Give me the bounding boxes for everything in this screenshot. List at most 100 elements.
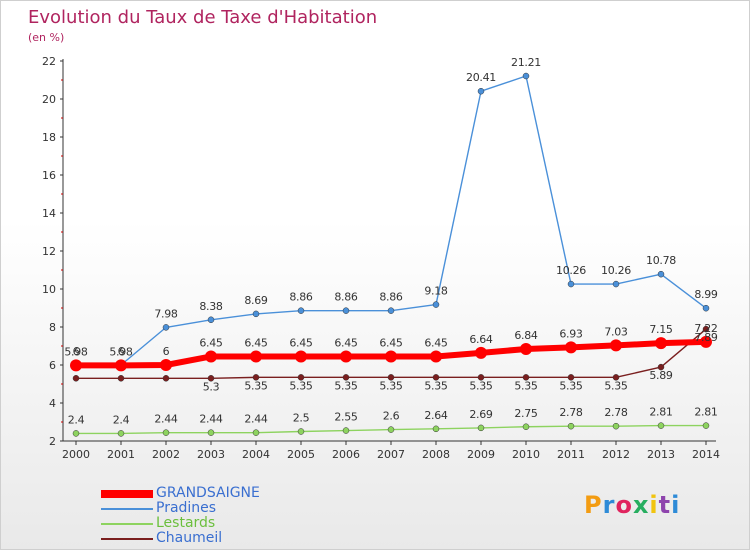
x-tick-label: 2013 xyxy=(647,448,675,461)
data-point xyxy=(612,374,620,381)
data-point xyxy=(297,374,305,381)
data-point xyxy=(475,346,487,359)
data-label: 8.69 xyxy=(244,294,268,307)
data-label: 8.38 xyxy=(199,300,223,313)
legend-swatch xyxy=(101,538,153,540)
x-tick-label: 2011 xyxy=(557,448,585,461)
data-label: 8.86 xyxy=(289,291,313,304)
y-tick-label: 22 xyxy=(42,55,56,68)
legend-label: Lestards xyxy=(156,515,216,531)
y-tick-label: 14 xyxy=(42,207,56,220)
data-label: 2.75 xyxy=(514,407,538,420)
data-label: 5.35 xyxy=(559,379,583,392)
data-label: 2.81 xyxy=(649,406,672,419)
data-label: 8.99 xyxy=(694,288,718,301)
data-point xyxy=(342,374,350,381)
x-tick-label: 2001 xyxy=(107,448,135,461)
data-label: 5.89 xyxy=(649,369,673,382)
logo-letter: t xyxy=(658,491,672,519)
data-point xyxy=(72,375,80,382)
x-tick-label: 2008 xyxy=(422,448,450,461)
data-point xyxy=(117,430,125,437)
data-label: 21.21 xyxy=(511,56,541,69)
data-point xyxy=(162,324,170,331)
y-tick-label: 4 xyxy=(49,397,56,410)
data-point xyxy=(385,350,397,363)
data-point xyxy=(612,280,620,288)
data-point xyxy=(702,422,710,429)
data-point xyxy=(340,350,352,363)
chart-subtitle: (en %) xyxy=(28,31,65,44)
data-label: 5.35 xyxy=(469,379,493,392)
legend-label: GRANDSAIGNE xyxy=(156,485,260,501)
legend-label: Pradines xyxy=(156,500,217,516)
data-label: 5.3 xyxy=(203,380,220,393)
data-label: 7.15 xyxy=(649,323,673,336)
data-point xyxy=(387,307,395,314)
y-tick-label: 6 xyxy=(49,359,56,372)
data-label: 5.35 xyxy=(379,379,403,392)
logo-letter: P xyxy=(584,491,603,519)
data-point xyxy=(297,428,305,435)
x-tick-label: 2002 xyxy=(152,448,180,461)
data-point xyxy=(657,422,665,429)
data-point xyxy=(657,363,665,371)
chart-title: Evolution du Taux de Taxe d'Habitation xyxy=(28,7,378,28)
data-point xyxy=(162,375,170,382)
data-point xyxy=(700,335,712,348)
data-label: 7.98 xyxy=(154,307,178,320)
data-point xyxy=(432,301,440,308)
data-label: 2.5 xyxy=(293,412,310,425)
data-label: 6.64 xyxy=(469,333,493,346)
data-label: 5.35 xyxy=(514,379,538,392)
data-label: 6.45 xyxy=(244,336,268,349)
data-point xyxy=(295,350,307,363)
data-label: 2.64 xyxy=(424,409,448,422)
data-point xyxy=(520,343,532,356)
data-point xyxy=(252,310,260,318)
data-point xyxy=(207,429,215,436)
data-label: 6.45 xyxy=(334,336,358,349)
data-point xyxy=(702,304,710,312)
data-label: 8.86 xyxy=(379,291,403,304)
data-label: 5.35 xyxy=(334,379,358,392)
data-point xyxy=(612,422,620,430)
data-point xyxy=(205,350,217,363)
data-point xyxy=(162,429,170,436)
data-point xyxy=(72,430,80,437)
data-point xyxy=(115,359,127,372)
proxiti-logo: Proxiti xyxy=(584,491,680,519)
x-tick-label: 2005 xyxy=(287,448,315,461)
data-point xyxy=(567,280,575,288)
data-point xyxy=(432,374,440,381)
y-tick-label: 18 xyxy=(42,131,56,144)
data-label: 6.45 xyxy=(289,336,313,349)
data-label: 7.89 xyxy=(694,331,718,344)
data-label: 10.26 xyxy=(601,264,631,277)
data-point xyxy=(430,350,442,363)
data-label: 6.93 xyxy=(559,327,583,340)
data-point xyxy=(70,359,82,372)
y-tick-label: 10 xyxy=(42,283,56,296)
data-point xyxy=(702,325,710,333)
data-label: 2.81 xyxy=(694,406,717,419)
data-point xyxy=(477,374,485,381)
data-label: 2.78 xyxy=(604,406,628,419)
data-point xyxy=(342,307,350,314)
y-tick-label: 2 xyxy=(49,435,56,448)
data-point xyxy=(117,375,125,382)
logo-letter: i xyxy=(671,491,681,519)
logo-letter: r xyxy=(602,491,616,519)
y-tick-label: 8 xyxy=(49,321,56,334)
data-point xyxy=(160,359,172,371)
data-label: 5.35 xyxy=(424,379,448,392)
data-point xyxy=(477,424,485,432)
data-label: 20.41 xyxy=(466,71,496,84)
legend-swatch xyxy=(101,490,153,498)
data-label: 5.35 xyxy=(244,379,268,392)
data-point xyxy=(477,87,485,95)
data-label: 2.55 xyxy=(334,411,358,424)
data-point xyxy=(655,337,667,350)
data-label: 7.03 xyxy=(604,325,628,338)
